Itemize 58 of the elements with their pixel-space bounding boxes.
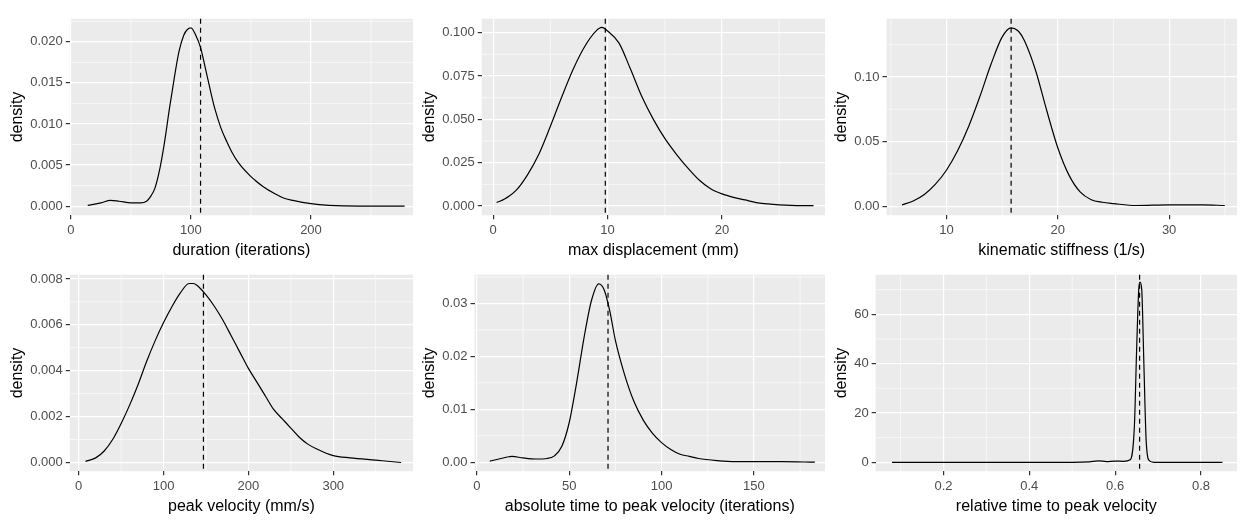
y-tick-label: 0.05 [854, 133, 880, 149]
x-tick-label: 10 [939, 221, 954, 237]
x-axis-title: max displacement (mm) [568, 240, 739, 258]
y-tick-label: 0.000 [30, 197, 63, 213]
y-axis-title: density [8, 347, 26, 399]
y-tick-label: 0.000 [442, 197, 475, 213]
y-tick-label: 0.010 [30, 115, 63, 131]
x-axis-title: absolute time to peak velocity (iterations) [504, 496, 795, 514]
y-axis-title: density [420, 347, 438, 399]
y-tick-label: 0.03 [442, 294, 468, 310]
x-tick-label: 0 [75, 477, 83, 493]
y-tick-label: 0.100 [442, 24, 475, 40]
x-tick-label: 0.2 [934, 477, 953, 493]
y-tick-label: 0.006 [30, 316, 63, 332]
x-tick-label: 150 [743, 477, 765, 493]
y-tick-label: 0.01 [442, 400, 468, 416]
x-tick-label: 50 [562, 477, 577, 493]
y-tick-label: 0.02 [442, 347, 468, 363]
x-tick-label: 0.4 [1020, 477, 1039, 493]
x-tick-label: 100 [650, 477, 673, 493]
x-axis-title: relative time to peak velocity [955, 496, 1157, 514]
y-axis-title: density [832, 347, 850, 399]
x-tick-label: 0.6 [1106, 477, 1125, 493]
y-tick-label: 0.020 [30, 33, 63, 49]
x-tick-label: 100 [152, 477, 175, 493]
y-tick-label: 40 [854, 355, 869, 371]
x-tick-label: 200 [300, 221, 322, 237]
x-tick-label: 20 [714, 221, 730, 237]
y-tick-label: 0.004 [30, 362, 63, 378]
y-tick-label: 0.050 [442, 110, 475, 126]
x-tick-label: 0 [489, 221, 497, 237]
y-tick-label: 0.075 [442, 67, 475, 83]
y-tick-label: 0.002 [30, 408, 63, 424]
x-tick-label: 100 [180, 221, 202, 237]
y-axis-title: density [832, 91, 850, 143]
y-tick-label: 0.025 [442, 154, 475, 170]
y-tick-label: 20 [854, 404, 869, 420]
x-axis-title: peak velocity (mm/s) [168, 496, 315, 514]
x-tick-label: 0.8 [1191, 477, 1210, 493]
y-tick-label: 0.00 [442, 453, 468, 469]
y-tick-label: 0.015 [30, 74, 63, 90]
x-axis-title: duration (iterations) [172, 240, 311, 258]
x-tick-label: 10 [600, 221, 615, 237]
x-axis-title: kinematic stiffness (1/s) [978, 240, 1146, 258]
x-tick-label: 30 [1161, 221, 1177, 237]
y-tick-label: 60 [854, 305, 869, 321]
y-tick-label: 0.000 [30, 454, 63, 470]
y-tick-label: 0.008 [30, 270, 63, 286]
x-tick-label: 0 [67, 221, 75, 237]
y-tick-label: 0.00 [854, 197, 880, 213]
x-tick-label: 20 [1050, 221, 1066, 237]
y-axis-title: density [8, 91, 26, 143]
y-tick-label: 0.005 [30, 156, 63, 172]
y-axis-title: density [420, 91, 438, 143]
y-tick-label: 0.10 [854, 68, 880, 84]
x-tick-label: 300 [322, 477, 345, 493]
y-tick-label: 0 [861, 453, 869, 469]
x-tick-label: 200 [237, 477, 260, 493]
